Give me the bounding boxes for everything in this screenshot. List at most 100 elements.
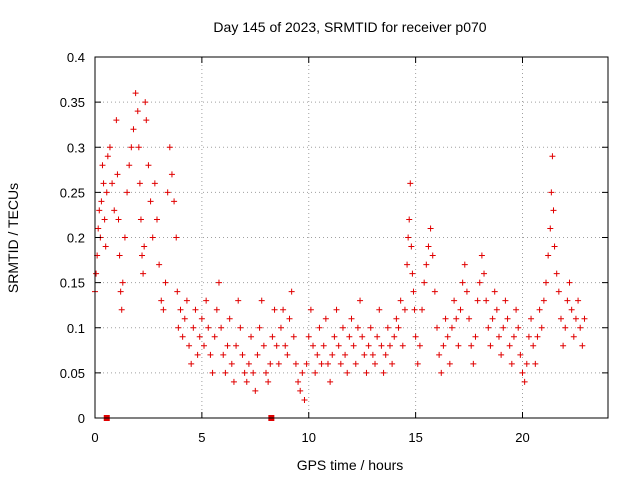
data-point: [555, 288, 562, 295]
data-point: [472, 333, 479, 340]
data-point: [106, 144, 113, 151]
data-point: [376, 306, 383, 313]
data-point: [250, 369, 257, 376]
data-point: [175, 324, 182, 331]
data-point: [134, 108, 141, 115]
data-point: [500, 324, 507, 331]
data-point: [299, 369, 306, 376]
data-point: [551, 243, 558, 250]
data-point: [174, 288, 181, 295]
data-point: [115, 216, 122, 223]
data-point: [564, 297, 571, 304]
data-point: [350, 342, 357, 349]
data-point: [303, 360, 310, 367]
data-point: [205, 324, 212, 331]
data-point: [436, 351, 443, 358]
data-point: [474, 297, 481, 304]
data-point: [425, 243, 432, 250]
data-point: [389, 360, 396, 367]
data-point: [386, 342, 393, 349]
data-point: [363, 369, 370, 376]
data-point: [411, 306, 418, 313]
data-point: [365, 342, 372, 349]
data-point: [135, 144, 142, 151]
data-point: [95, 225, 102, 232]
data-point: [226, 315, 233, 322]
data-point: [369, 351, 376, 358]
data-point: [316, 324, 323, 331]
data-point: [139, 252, 146, 259]
data-point: [333, 306, 340, 313]
data-point: [98, 198, 105, 205]
data-point: [271, 306, 278, 313]
data-point: [570, 333, 577, 340]
data-point: [307, 306, 314, 313]
data-point: [562, 324, 569, 331]
data-point: [481, 270, 488, 277]
y-tick-label: 0.4: [67, 50, 85, 65]
data-point: [416, 342, 423, 349]
data-point: [209, 369, 216, 376]
y-tick-label: 0.05: [60, 366, 85, 381]
data-point: [284, 351, 291, 358]
data-point: [421, 279, 428, 286]
data-point: [118, 306, 125, 313]
data-point: [401, 306, 408, 313]
data-point: [101, 216, 108, 223]
data-point: [109, 180, 116, 187]
data-point: [318, 360, 325, 367]
x-axis-label: GPS time / hours: [297, 457, 404, 473]
data-point: [523, 360, 530, 367]
data-point: [384, 324, 391, 331]
data-point: [557, 315, 564, 322]
data-point: [466, 315, 473, 322]
data-point: [114, 171, 121, 178]
data-point: [530, 342, 537, 349]
x-tick-label: 5: [198, 430, 205, 445]
data-point: [566, 279, 573, 286]
data-point: [121, 234, 128, 241]
data-point: [188, 360, 195, 367]
data-point: [448, 324, 455, 331]
data-point: [292, 360, 299, 367]
data-point: [440, 342, 447, 349]
data-point: [414, 360, 421, 367]
data-point: [137, 216, 144, 223]
data-point: [136, 180, 143, 187]
data-point: [359, 333, 366, 340]
data-point: [444, 333, 451, 340]
data-point: [320, 342, 327, 349]
data-point: [378, 342, 385, 349]
data-point: [423, 261, 430, 268]
data-point: [478, 252, 485, 259]
data-point: [96, 207, 103, 214]
grid: [95, 57, 608, 418]
data-point: [256, 324, 263, 331]
data-point: [504, 315, 511, 322]
data-point: [141, 243, 148, 250]
data-point: [342, 351, 349, 358]
data-point: [153, 216, 160, 223]
data-point: [532, 360, 539, 367]
data-point: [419, 306, 426, 313]
data-point: [254, 351, 261, 358]
data-point: [393, 315, 400, 322]
data-point: [196, 333, 203, 340]
data-point: [314, 351, 321, 358]
data-point: [295, 378, 302, 385]
data-point: [116, 252, 123, 259]
data-point: [483, 297, 490, 304]
data-point: [324, 360, 331, 367]
data-point: [453, 315, 460, 322]
data-point: [222, 369, 229, 376]
data-point: [519, 369, 526, 376]
data-point: [553, 270, 560, 277]
data-point: [498, 351, 505, 358]
data-point: [329, 351, 336, 358]
data-point: [534, 333, 541, 340]
data-point: [429, 252, 436, 259]
data-point: [177, 306, 184, 313]
data-point: [100, 180, 107, 187]
data-point: [164, 189, 171, 196]
data-point: [438, 369, 445, 376]
